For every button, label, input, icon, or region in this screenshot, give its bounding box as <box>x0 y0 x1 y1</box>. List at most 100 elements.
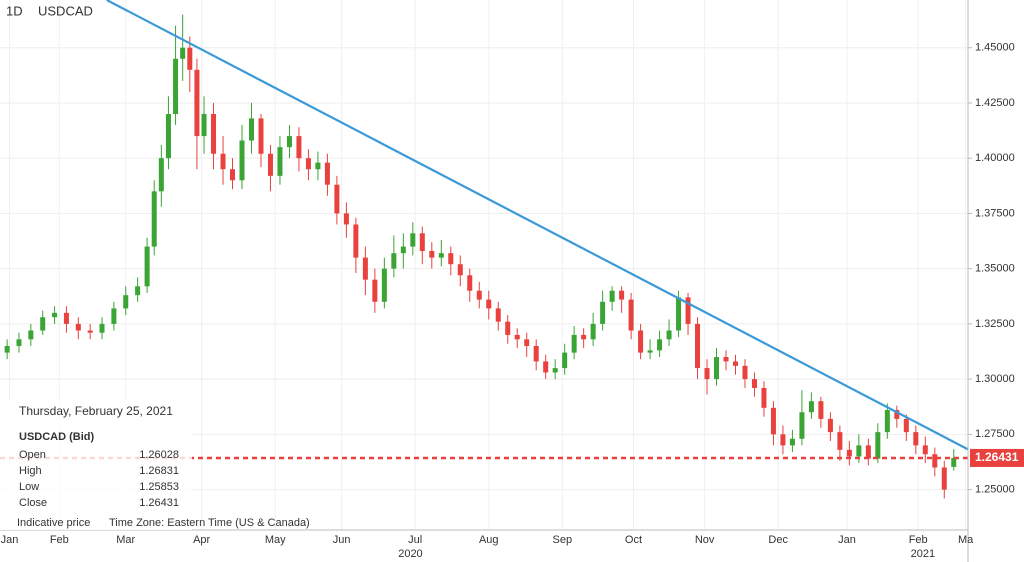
candle-body <box>581 334 587 340</box>
candle-body <box>52 312 58 318</box>
timeframe: 1D <box>6 3 23 18</box>
info-row-label: Close <box>19 497 47 509</box>
candle-body <box>837 432 843 450</box>
chart-title: USDCAD <box>38 3 93 18</box>
candle-body <box>723 357 729 362</box>
candle-body <box>267 153 273 176</box>
info-panel: Thursday, February 25, 2021 USDCAD (Bid)… <box>0 400 310 530</box>
candle-body <box>913 432 919 446</box>
info-row-value: 1.25853 <box>139 481 179 493</box>
candle-body <box>144 246 150 287</box>
candle-body <box>429 250 435 258</box>
candle-body <box>343 213 349 225</box>
candle-body <box>75 323 81 331</box>
candle-body <box>932 454 938 468</box>
candle-body <box>590 323 596 340</box>
candle-body <box>230 169 236 181</box>
price-label-bg <box>970 448 1024 467</box>
x-tick-label: Sep <box>553 534 573 546</box>
candle-body <box>742 365 748 380</box>
y-tick-label: 1.40000 <box>975 152 1015 164</box>
candle-body <box>657 339 663 351</box>
candle-body <box>770 407 776 435</box>
x-tick-label: Jul <box>408 534 422 546</box>
x-tick-label: Dec <box>768 534 788 546</box>
candle-body <box>647 350 653 353</box>
x-tick-label: Ma <box>958 534 974 546</box>
candle-body <box>875 432 881 459</box>
plot <box>0 0 968 499</box>
candle-body <box>315 162 321 170</box>
candle-body <box>286 136 292 148</box>
candle-body <box>732 361 738 366</box>
y-tick-label: 1.25000 <box>975 483 1015 495</box>
candle-body <box>533 345 539 362</box>
info-symbol: USDCAD (Bid) <box>19 431 94 443</box>
candle-body <box>173 58 179 114</box>
candle-body <box>884 410 890 433</box>
candle-body <box>372 279 378 302</box>
info-bg <box>0 400 192 530</box>
x-tick-label: Oct <box>625 534 642 546</box>
candle-body <box>514 334 520 340</box>
candle-body <box>4 345 10 353</box>
x-tick-label: May <box>265 534 286 546</box>
y-tick-label: 1.37500 <box>975 207 1015 219</box>
info-row-label: High <box>19 465 42 477</box>
candle-body <box>476 290 482 300</box>
candle-body <box>524 339 530 346</box>
candle-body <box>486 299 492 309</box>
x-tick-label: Feb <box>50 534 69 546</box>
candle-body <box>789 438 795 446</box>
candle-body <box>704 368 710 380</box>
candle-body <box>40 317 46 331</box>
candle-body <box>780 434 786 446</box>
candle-body <box>220 153 226 170</box>
candle-body <box>201 113 207 137</box>
candle-body <box>180 47 186 59</box>
x-tick-label: Jun <box>333 534 351 546</box>
candle-body <box>438 253 444 258</box>
candle-body <box>151 191 157 247</box>
y-tick-label: 1.42500 <box>975 97 1015 109</box>
candle-body <box>894 410 900 419</box>
candle-body <box>187 47 193 70</box>
x-tick-label: Aug <box>479 534 499 546</box>
candle-body <box>324 162 330 185</box>
price-label: 1.26431 <box>975 450 1019 464</box>
candle-body <box>135 286 141 296</box>
candle-body <box>87 330 93 333</box>
candle-body <box>714 357 720 380</box>
candle-body <box>903 418 909 433</box>
candle-body <box>63 312 69 324</box>
candle-body <box>685 297 691 324</box>
x-group-label: 2020 <box>398 548 422 560</box>
candle-body <box>818 401 824 419</box>
candle-body <box>846 449 852 457</box>
candle-body <box>600 301 606 324</box>
candle-body <box>391 253 397 269</box>
x-tick-label: Jan <box>1 534 19 546</box>
candle-body <box>619 290 625 300</box>
info-row-value: 1.26831 <box>139 465 179 477</box>
candle-body <box>239 140 245 181</box>
candle-body <box>552 368 558 373</box>
candle-body <box>158 158 164 192</box>
candle-body <box>211 113 217 154</box>
candle-body <box>467 275 473 291</box>
candle-body <box>609 290 615 302</box>
candle-body <box>457 264 463 276</box>
candle-body <box>165 113 171 159</box>
candle-body <box>305 158 311 170</box>
candle-body <box>419 233 425 251</box>
y-tick-label: 1.45000 <box>975 42 1015 54</box>
candle-body <box>194 69 200 137</box>
info-row-value: 1.26028 <box>139 449 179 461</box>
info-timezone: Time Zone: Eastern Time (US & Canada) <box>109 517 310 529</box>
candle-body <box>941 467 947 490</box>
candle-body <box>258 118 264 154</box>
y-tick-label: 1.32500 <box>975 318 1015 330</box>
candle-body <box>495 308 501 322</box>
